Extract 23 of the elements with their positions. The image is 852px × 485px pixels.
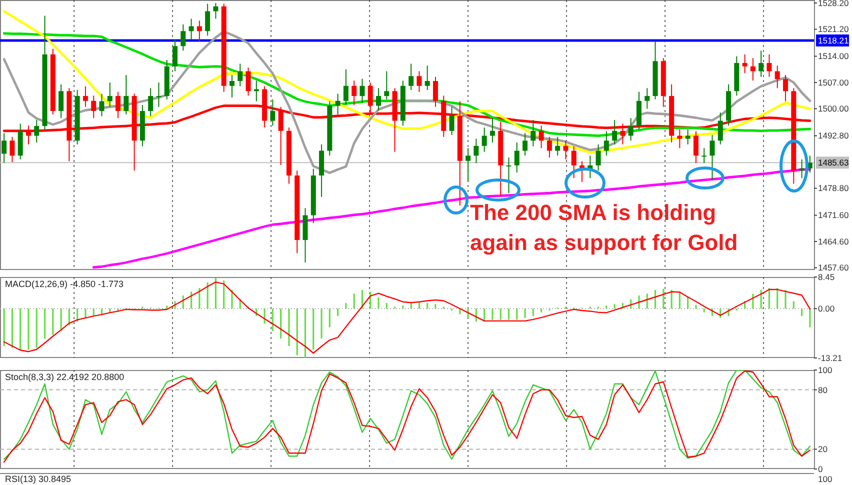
annotation: The 200 SMA is holding again as support for Gold: [470, 200, 738, 255]
y-tick-label: 1464.60: [818, 236, 849, 246]
y-tick-label: 8.45: [818, 272, 835, 282]
y-tick-label: 1514.00: [818, 51, 849, 62]
y-tick-label: 1478.80: [818, 183, 849, 194]
y-tick-label: 0: [818, 464, 823, 474]
ref-line-label: 1518.21: [818, 35, 849, 46]
y-tick-label: 20: [818, 444, 828, 454]
y-tick-label: 1492.80: [818, 130, 849, 141]
ref-line-label: 1485.63: [818, 158, 849, 168]
y-tick-label: 1471.60: [818, 210, 849, 220]
y-tick-label: 100: [818, 364, 832, 375]
y-tick-label: -13.21: [818, 352, 842, 363]
y-tick-label: 1521.20: [818, 24, 849, 34]
y-tick-label: 0.00: [818, 304, 835, 314]
chart-title: MACD(12,26,9) -4.850 -1.773: [5, 279, 124, 289]
y-tick-label: 1457.60: [818, 262, 849, 273]
chart-title: Stoch(8,3,3) 22.4192 20.8800: [5, 372, 124, 382]
text: RSI(13) 30.8495: [5, 474, 72, 484]
y-tick-label: 80: [818, 384, 828, 395]
y-tick-label: 1507.00: [818, 77, 849, 88]
y-tick-label: 1500.00: [818, 104, 849, 114]
y-tick-label: 1528.20: [818, 0, 849, 8]
